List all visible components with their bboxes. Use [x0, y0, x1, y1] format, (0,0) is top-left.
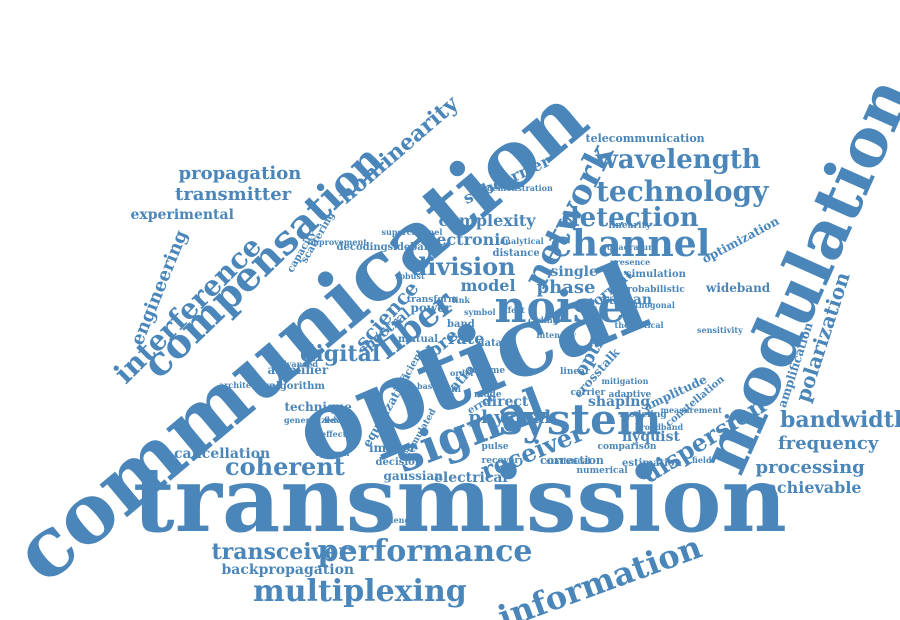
- cloud-word-theoretical: theoretical: [614, 320, 664, 330]
- cloud-word-wideband: wideband: [706, 281, 771, 295]
- cloud-word-effective: effective: [321, 429, 360, 439]
- cloud-word-bandwidth: bandwidth: [780, 407, 900, 433]
- cloud-word-system: system: [499, 395, 662, 444]
- cloud-word-electronic: electronic: [420, 230, 511, 249]
- cloud-word-digital: digital: [300, 341, 381, 367]
- cloud-word-link: link: [452, 295, 470, 305]
- cloud-word-direct: direct: [482, 394, 529, 410]
- cloud-word-gain: gain: [439, 384, 462, 395]
- cloud-word-decision: decision: [375, 457, 423, 468]
- cloud-word-experimental: experimental: [130, 207, 234, 223]
- cloud-word-simulation: simulation: [626, 269, 686, 280]
- cloud-word-amplifier: amplifier: [267, 363, 329, 377]
- cloud-word-phase: phase: [536, 277, 596, 298]
- cloud-word-carrier: carrier: [570, 387, 606, 398]
- cloud-word-mitigation: mitigation: [601, 376, 649, 386]
- cloud-word-generalized: generalized: [284, 415, 337, 425]
- cloud-word-intensity: intensity: [536, 330, 576, 340]
- cloud-word-demonstration: demonstration: [487, 183, 553, 193]
- cloud-word-probabilistic: probabilistic: [621, 284, 685, 295]
- cloud-word-detection: detection: [561, 203, 699, 233]
- cloud-word-transform: transform: [407, 294, 458, 305]
- cloud-word-architecture: architecture: [219, 380, 275, 390]
- cloud-word-recovery: recovery: [481, 455, 525, 466]
- cloud-word-comparison: comparison: [597, 441, 657, 452]
- cloud-word-quadrature: quadrature: [607, 242, 658, 252]
- cloud-word-improvement: improvement: [307, 237, 367, 247]
- cloud-word-estimation: estimation: [622, 458, 682, 469]
- cloud-word-optimal: optimal: [315, 448, 350, 458]
- cloud-word-transmission: transmission: [133, 447, 787, 553]
- cloud-word-transceiver: transceiver: [211, 539, 351, 565]
- cloud-word-effect: effect: [499, 305, 525, 315]
- cloud-word-technique: technique: [284, 400, 352, 414]
- cloud-word-propagation: propagation: [178, 163, 302, 184]
- cloud-word-adaptive: adaptive: [608, 389, 652, 400]
- cloud-word-presence: presence: [610, 257, 651, 267]
- cloud-word-sideband: sideband: [387, 242, 439, 253]
- cloud-word-distance: distance: [492, 248, 540, 259]
- cloud-word-backpropagation: backpropagation: [221, 562, 355, 578]
- cloud-word-coherent: coherent: [225, 452, 345, 481]
- cloud-word-based: based: [417, 381, 443, 391]
- cloud-word-field: field: [692, 455, 712, 465]
- cloud-word-robust: robust: [395, 271, 425, 281]
- cloud-word-flexible: flexible: [324, 415, 357, 425]
- cloud-word-analytical: analytical: [500, 236, 544, 246]
- cloud-word-rate: rate: [448, 329, 485, 348]
- cloud-word-technology: technology: [596, 175, 769, 208]
- cloud-word-nyquist: nyquist: [622, 429, 680, 445]
- cloud-word-frequency: frequency: [778, 433, 879, 454]
- cloud-word-channel: channel: [550, 223, 711, 265]
- cloud-word-single: single: [550, 264, 598, 280]
- cloud-word-coding: coding: [528, 315, 559, 325]
- cloud-word-complexity: complexity: [438, 211, 536, 230]
- cloud-word-wavelength: wavelength: [595, 145, 761, 175]
- cloud-word-physical: physical: [468, 407, 552, 428]
- cloud-word-symbol: symbol: [464, 307, 496, 317]
- cloud-word-scheme: scheme: [467, 365, 506, 376]
- cloud-word-length: length: [390, 515, 420, 525]
- cloud-word-noise: noise: [494, 282, 626, 333]
- cloud-word-linearity: linearity: [608, 220, 652, 231]
- cloud-word-raman: raman: [601, 292, 653, 308]
- cloud-word-mode: mode: [474, 389, 502, 400]
- cloud-word-sensitivity: sensitivity: [697, 325, 743, 335]
- cloud-word-power: power: [410, 301, 452, 315]
- cloud-word-correction: correction: [540, 453, 604, 467]
- cloud-word-order: order: [450, 368, 475, 378]
- cloud-word-decoding: decoding: [336, 242, 388, 253]
- cloud-word-transmitter: transmitter: [175, 184, 292, 205]
- cloud-word-measurement: measurement: [660, 405, 722, 415]
- cloud-word-superchannel: superchannel: [381, 227, 443, 237]
- cloud-word-broadband: broadband: [635, 422, 684, 432]
- cloud-word-modeling: modeling: [619, 409, 667, 420]
- cloud-word-orthogonal: orthogonal: [625, 300, 675, 310]
- cloud-word-cancellation: cancellation: [174, 446, 271, 462]
- cloud-word-band: band: [447, 319, 475, 330]
- cloud-word-mutual: mutual: [398, 334, 439, 345]
- cloud-word-division: division: [410, 252, 516, 281]
- cloud-word-advanced: advanced: [276, 359, 318, 369]
- cloud-word-telecommunication: telecommunication: [585, 131, 705, 145]
- cloud-word-model: model: [460, 276, 516, 295]
- cloud-word-processing: processing: [755, 457, 865, 478]
- cloud-word-achievable: achievable: [766, 478, 862, 497]
- cloud-word-data: data: [477, 338, 503, 349]
- cloud-word-pulse: pulse: [481, 441, 509, 452]
- cloud-word-shaping: shaping: [588, 394, 651, 410]
- cloud-word-multiplexing: multiplexing: [253, 574, 467, 609]
- cloud-word-linear: linear: [560, 366, 590, 377]
- cloud-word-algorithm: algorithm: [269, 381, 325, 392]
- cloud-word-performance: performance: [317, 534, 533, 569]
- cloud-word-impact: impact: [369, 441, 416, 455]
- cloud-word-electrical: electrical: [434, 470, 508, 486]
- cloud-word-optimization: optimization: [699, 213, 781, 267]
- cloud-word-gaussian: gaussian: [383, 469, 443, 483]
- cloud-word-statistical: statistical: [546, 456, 591, 466]
- cloud-word-numerical: numerical: [576, 465, 628, 476]
